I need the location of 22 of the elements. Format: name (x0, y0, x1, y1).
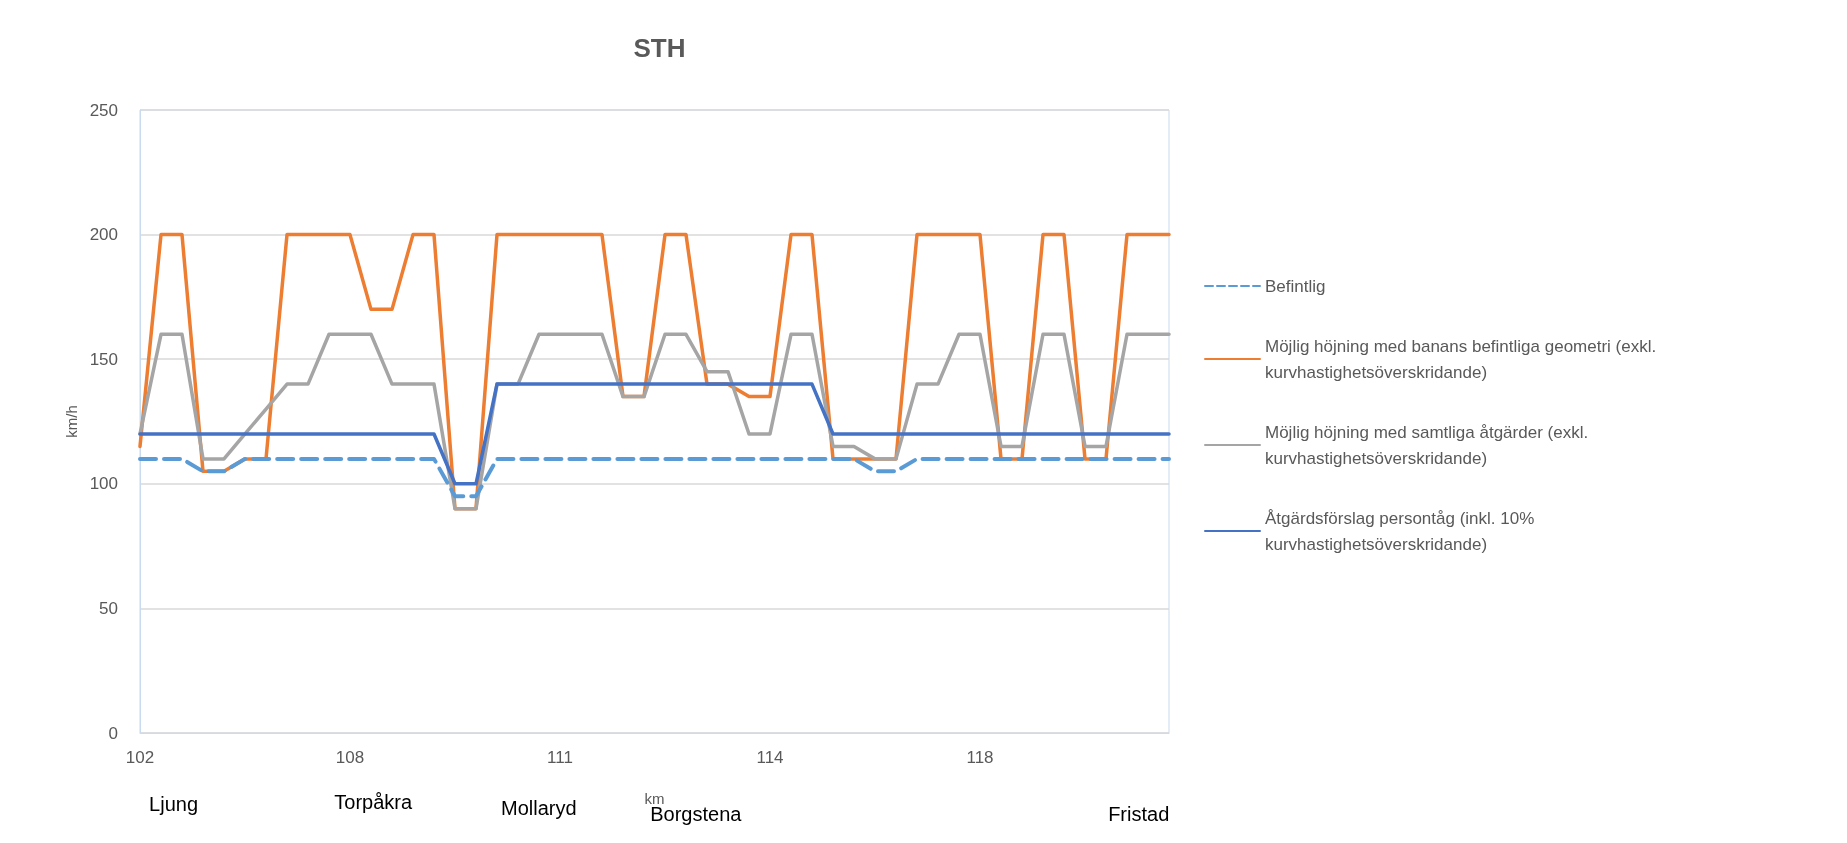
x-tick-label: 102 (125, 748, 155, 767)
y-tick-label: 0 (108, 723, 118, 743)
chart-title: STH (633, 33, 686, 63)
x-tick-label: 114 (756, 748, 784, 767)
legend-label: Möjlig höjning med banans befintliga geometri (exkl. kurvhastighetsöverskridande) (1265, 336, 1661, 382)
y-tick-label: 200 (89, 225, 118, 245)
text: Torpåkra (334, 791, 414, 813)
line-series (138, 332, 1171, 511)
text: Ljung (149, 793, 199, 815)
x-tick-label: 111 (547, 748, 573, 767)
y-tick-label: 150 (89, 349, 118, 369)
y-tick-label: 250 (89, 100, 118, 120)
legend-label: Åtgärdsförslag persontåg (inkl. 10% kurvhastighetsöverskridande) (1265, 508, 1540, 554)
legend-label: Befintlig (1265, 276, 1326, 296)
y-tick-label: 100 (89, 474, 118, 494)
x-tick-label: 108 (335, 748, 365, 767)
x-tick-label: 118 (966, 748, 994, 767)
y-tick-label: 50 (99, 598, 118, 618)
text: Mollaryd (501, 797, 577, 819)
legend-label: Möjlig höjning med samtliga åtgärder (exkl. kurvhastighetsöverskridande) (1265, 422, 1593, 468)
text: Fristad (1108, 803, 1170, 825)
y-axis-title: km/h (62, 405, 80, 438)
